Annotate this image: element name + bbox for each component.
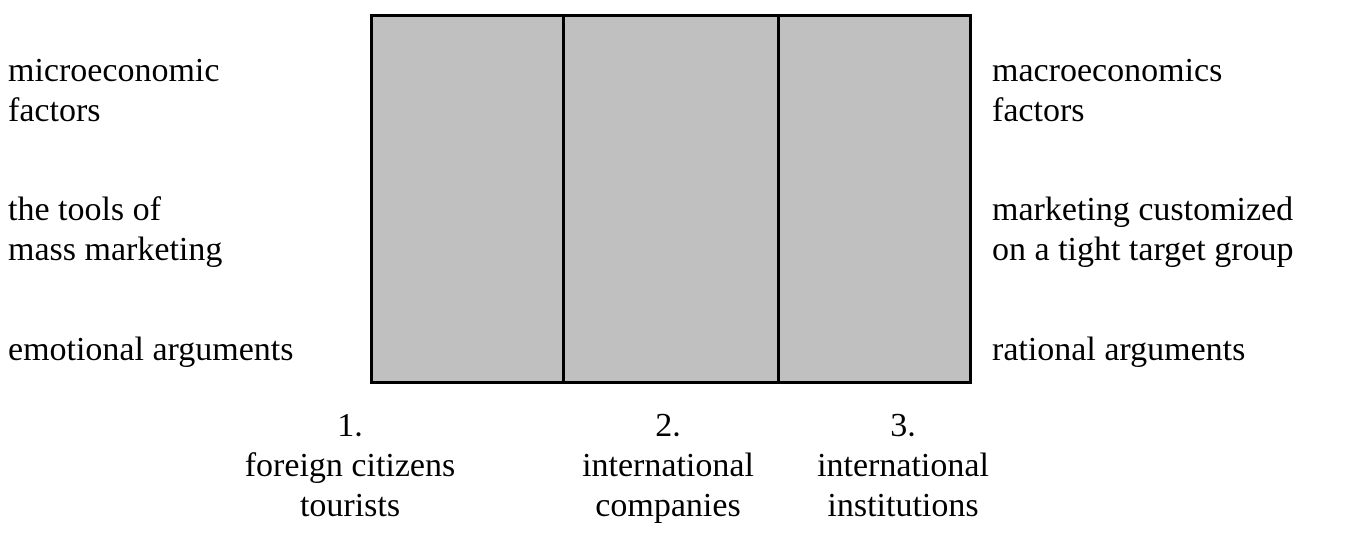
left-label-mass-marketing: the tools of mass marketing [8, 191, 223, 268]
right-label-macroeconomics-factors: macroeconomics factors [992, 52, 1223, 129]
column-2-text: international companies [582, 447, 754, 524]
column-3-text: international institutions [817, 447, 989, 524]
segment-divider-1 [562, 17, 565, 381]
left-label-emotional-arguments: emotional arguments [8, 331, 294, 368]
column-1-text: foreign citizens tourists [244, 447, 456, 524]
column-3-number: 3. [890, 407, 916, 444]
segment-divider-2 [777, 17, 780, 381]
right-label-rational-arguments: rational arguments [992, 331, 1246, 368]
segment-box [370, 14, 972, 384]
left-label-microeconomic-factors: microeconomic factors [8, 52, 220, 129]
column-1-number: 1. [337, 407, 363, 444]
column-3-label: 3. international institutions [788, 406, 1018, 526]
column-2-number: 2. [655, 407, 681, 444]
column-2-label: 2. international companies [548, 406, 788, 526]
right-label-customized-marketing: marketing customized on a tight target g… [992, 191, 1294, 268]
column-1-label: 1. foreign citizens tourists [205, 406, 495, 526]
